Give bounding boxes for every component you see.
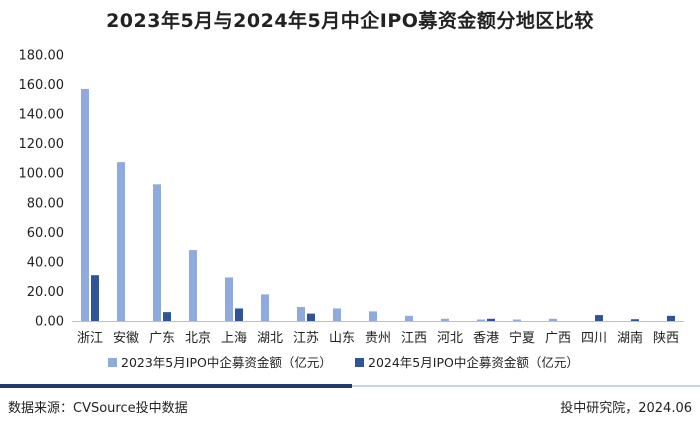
x-tick-label: 广西 <box>545 331 571 346</box>
y-tick-label: 80.00 <box>27 196 64 211</box>
x-tick-label: 湖南 <box>617 330 643 346</box>
bar-chart: 0.00 20.00 40.00 60.00 80.00 100.00 120.00 140.… <box>19 49 684 370</box>
y-tick-label: 140.00 <box>19 108 65 123</box>
chart-title: 2023年5月与2024年5月中企IPO募资金额分地区比较 <box>106 10 594 32</box>
x-tick-label: 陕西 <box>653 331 679 346</box>
bar-2024-6 <box>307 313 315 321</box>
bar-2023-12 <box>513 319 521 321</box>
y-tick-label: 120.00 <box>19 137 65 152</box>
bar-2024-15 <box>631 319 639 321</box>
footer-rule-dark <box>0 384 352 388</box>
bar-2023-9 <box>405 315 413 321</box>
bar-2023-6 <box>297 306 305 321</box>
data-source-note: 数据来源：CVSource投中数据 <box>8 401 188 416</box>
bar-2024-2 <box>163 312 171 321</box>
x-tick-label: 宁夏 <box>509 330 535 346</box>
footer-rule-light <box>352 385 700 387</box>
x-tick-label: 江苏 <box>293 330 319 346</box>
bar-2024-11 <box>487 318 495 321</box>
y-tick-label: 40.00 <box>27 255 64 270</box>
bar-2023-7 <box>333 308 341 321</box>
x-tick-label: 江西 <box>401 331 427 346</box>
bars <box>81 88 675 321</box>
x-tick-label: 贵州 <box>365 331 391 346</box>
bar-2024-16 <box>667 315 675 321</box>
bar-2023-2 <box>153 184 161 321</box>
bar-2023-13 <box>549 318 557 321</box>
bar-2023-8 <box>369 311 377 321</box>
y-tick-label: 160.00 <box>19 78 65 93</box>
bar-2023-5 <box>261 294 269 321</box>
y-tick-label: 180.00 <box>19 49 65 64</box>
x-tick-label: 山东 <box>329 331 355 346</box>
legend-swatch-2023 <box>108 358 117 367</box>
x-axis: 浙江 安徽 广东 北京 上海 湖北 江苏 山东 贵州 江西 河北 香港 宁夏 广西 四川 湖南 陕西 <box>72 321 684 346</box>
x-tick-label: 浙江 <box>77 331 103 346</box>
credit-note: 投中研究院，2024.06 <box>560 401 692 416</box>
bar-2024-0 <box>91 275 99 321</box>
bar-2023-10 <box>441 318 449 321</box>
x-tick-label: 河北 <box>437 331 463 346</box>
bar-2023-3 <box>189 250 197 321</box>
x-tick-label: 湖北 <box>257 331 283 346</box>
legend-label-2024: 2024年5月IPO中企募资金额（亿元） <box>368 355 579 370</box>
y-tick-label: 100.00 <box>19 167 65 182</box>
y-axis: 0.00 20.00 40.00 60.00 80.00 100.00 120.00 140.… <box>19 49 65 330</box>
bar-2023-1 <box>117 162 125 321</box>
x-tick-label: 上海 <box>221 331 247 346</box>
bar-2023-0 <box>81 88 89 321</box>
x-tick-label: 四川 <box>581 331 607 346</box>
bar-2023-4 <box>225 277 233 321</box>
y-tick-label: 20.00 <box>27 285 64 300</box>
legend: 2023年5月IPO中企募资金额（亿元） 2024年5月IPO中企募资金额（亿元） <box>108 355 579 370</box>
x-tick-label: 北京 <box>185 331 211 346</box>
legend-swatch-2024 <box>355 358 364 367</box>
bar-2024-14 <box>595 315 603 321</box>
bar-2024-4 <box>235 308 243 321</box>
x-tick-label: 安徽 <box>113 331 139 346</box>
bar-2023-11 <box>477 319 485 321</box>
x-tick-label: 香港 <box>473 331 499 346</box>
legend-label-2023: 2023年5月IPO中企募资金额（亿元） <box>121 355 332 370</box>
y-tick-label: 60.00 <box>27 226 64 241</box>
y-tick-label: 0.00 <box>35 315 64 330</box>
x-tick-label: 广东 <box>149 331 175 346</box>
